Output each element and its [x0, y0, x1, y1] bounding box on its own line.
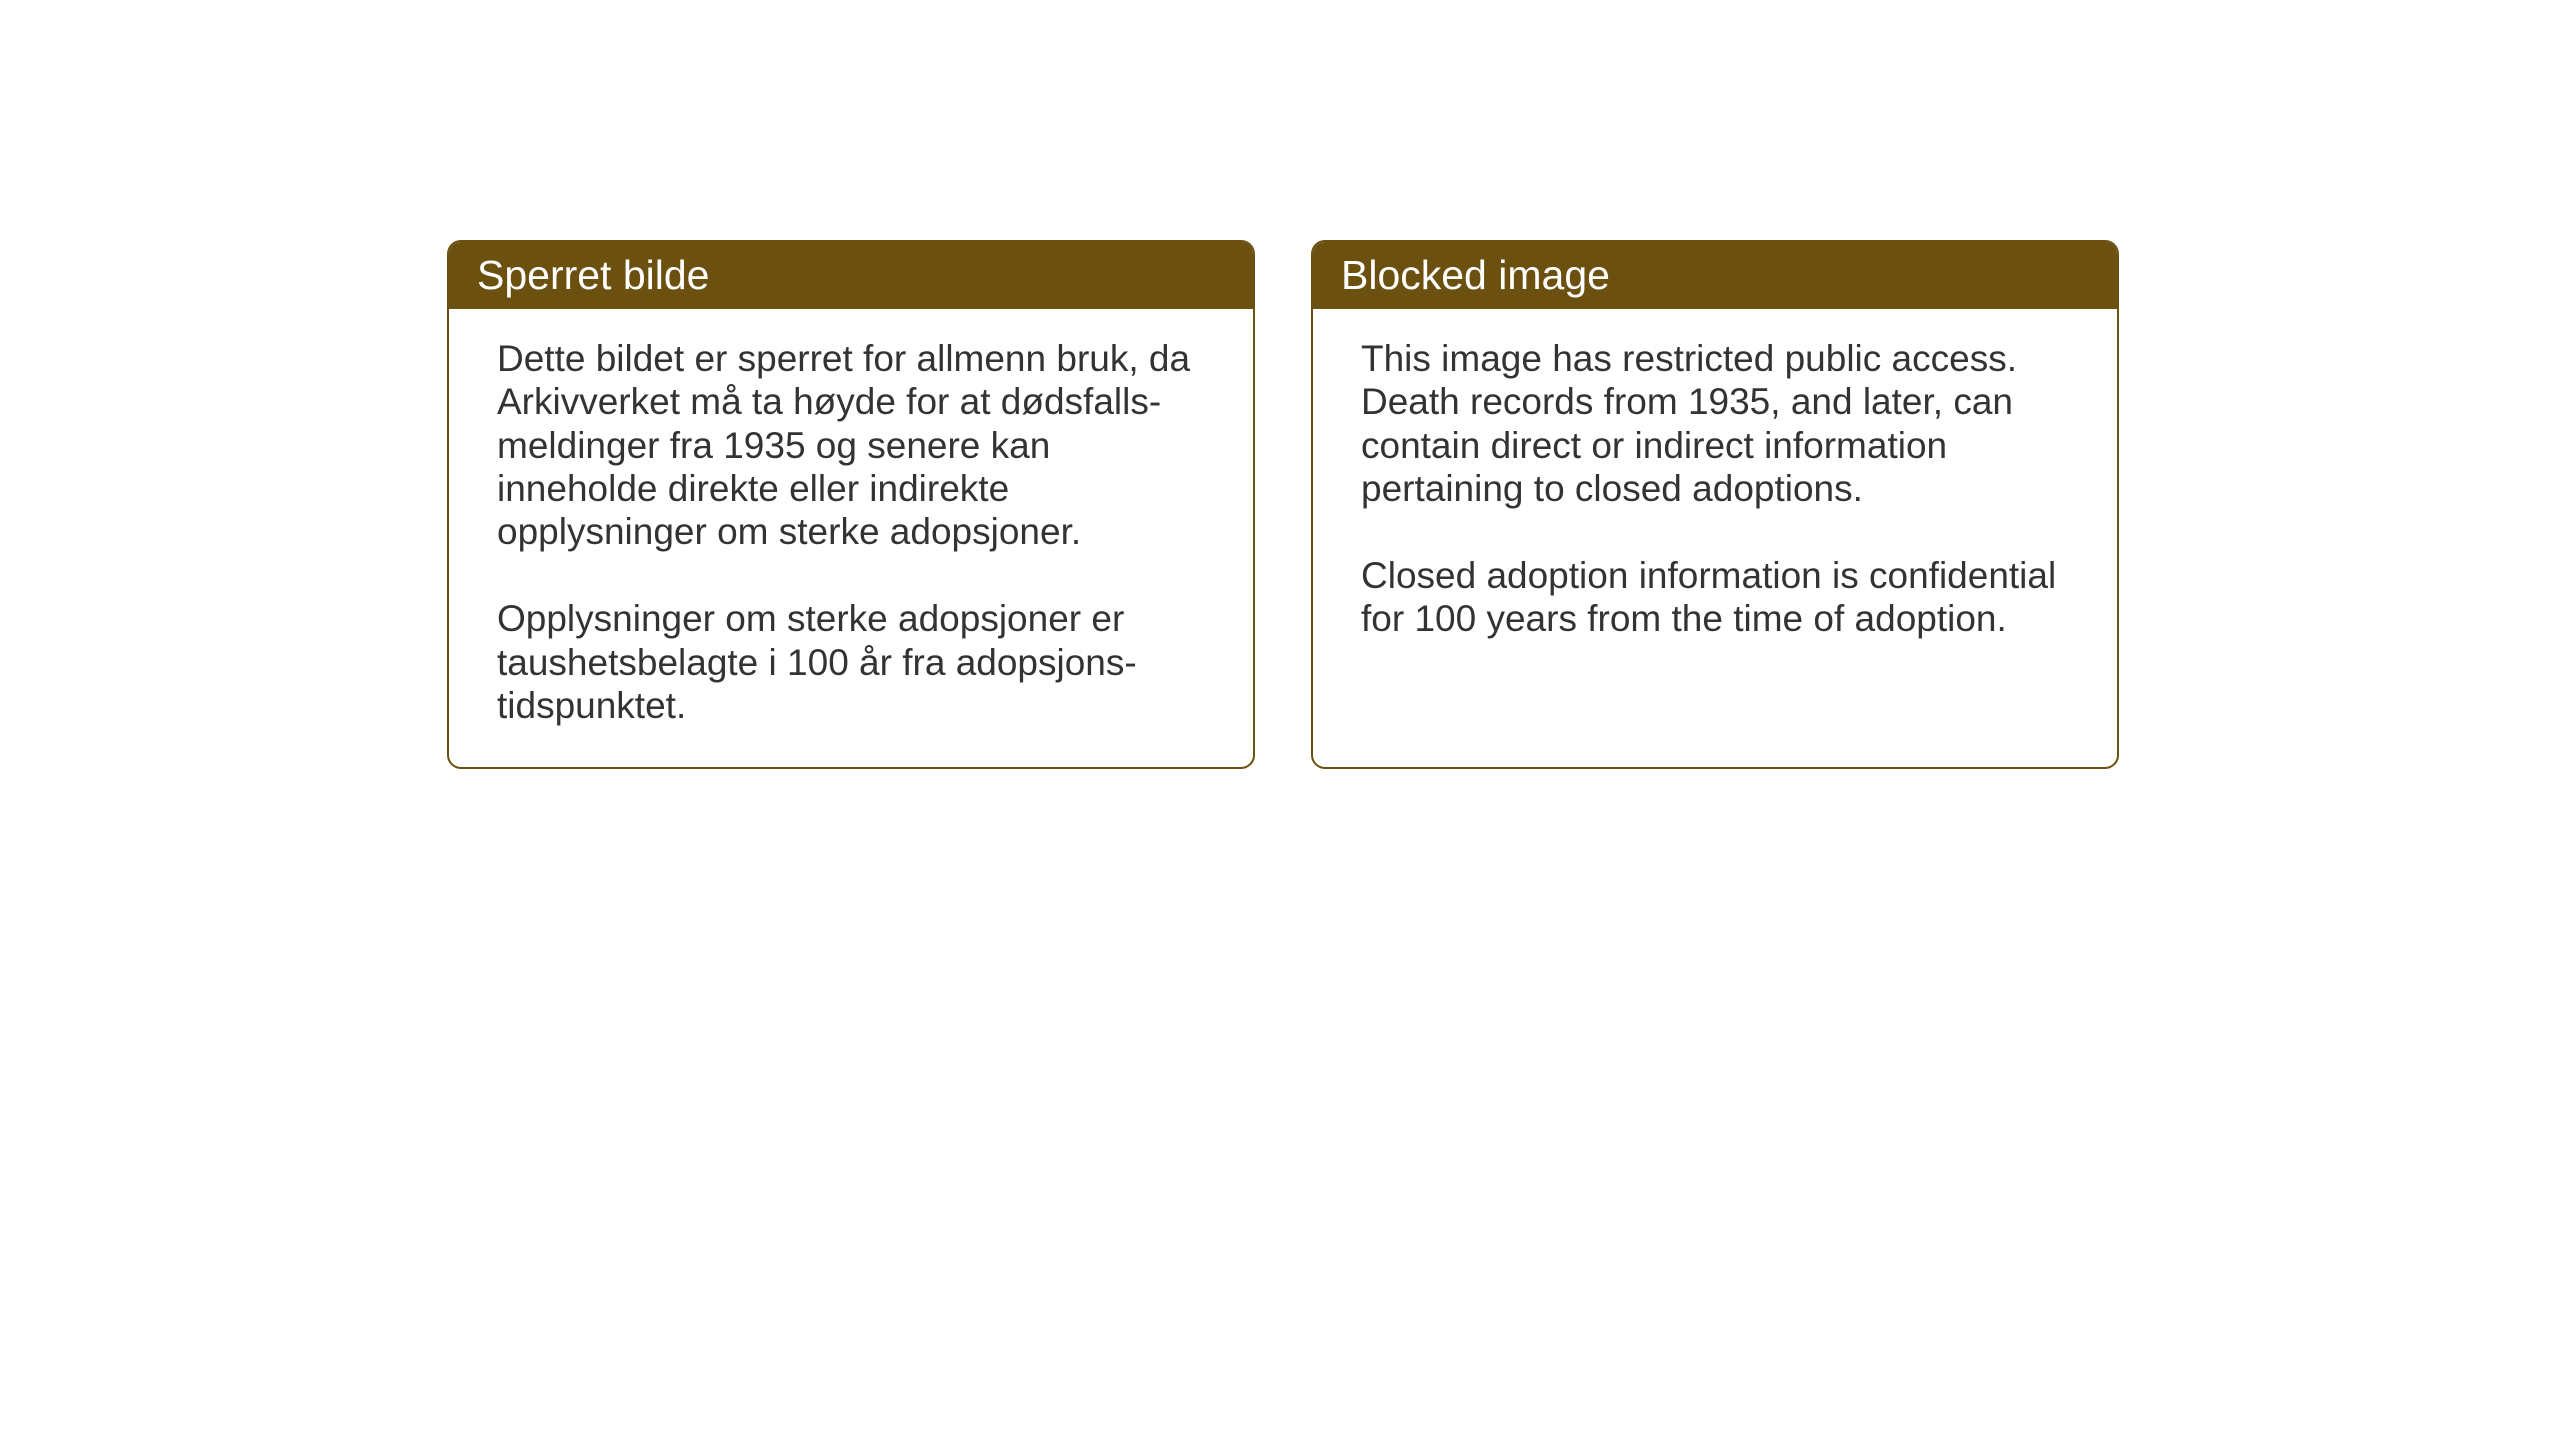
- card-english: Blocked image This image has restricted …: [1311, 240, 2119, 769]
- card-title: Blocked image: [1341, 252, 1610, 298]
- card-paragraph-1: Dette bildet er sperret for allmenn bruk…: [497, 337, 1205, 553]
- cards-container: Sperret bilde Dette bildet er sperret fo…: [447, 240, 2119, 769]
- card-paragraph-2: Opplysninger om sterke adopsjoner er tau…: [497, 597, 1205, 727]
- card-body-english: This image has restricted public access.…: [1313, 309, 2117, 681]
- card-paragraph-2: Closed adoption information is confident…: [1361, 554, 2069, 641]
- card-title: Sperret bilde: [477, 252, 709, 298]
- card-header-norwegian: Sperret bilde: [449, 242, 1253, 309]
- card-norwegian: Sperret bilde Dette bildet er sperret fo…: [447, 240, 1255, 769]
- card-paragraph-1: This image has restricted public access.…: [1361, 337, 2069, 510]
- card-body-norwegian: Dette bildet er sperret for allmenn bruk…: [449, 309, 1253, 767]
- card-header-english: Blocked image: [1313, 242, 2117, 309]
